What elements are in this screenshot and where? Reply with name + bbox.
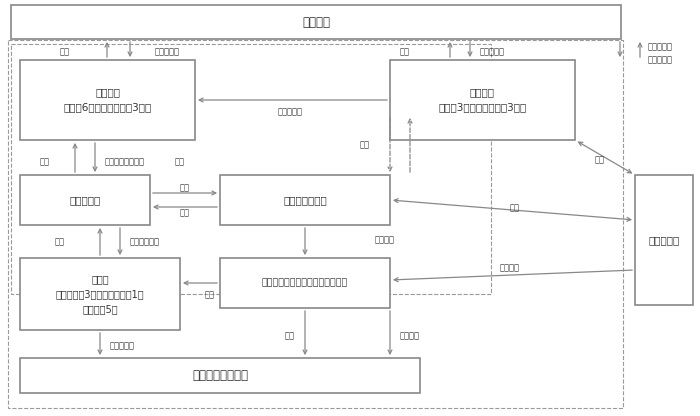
Text: 報告: 報告 bbox=[55, 238, 65, 247]
Text: 各事業部・子会社: 各事業部・子会社 bbox=[192, 369, 248, 382]
Text: 報告: 報告 bbox=[400, 47, 410, 57]
Text: 報告: 報告 bbox=[40, 158, 50, 166]
Text: 選任・解任: 選任・解任 bbox=[155, 47, 180, 57]
Text: 監査・監督: 監査・監督 bbox=[277, 107, 302, 116]
Text: 代表取締役: 代表取締役 bbox=[69, 195, 101, 205]
Text: 役員会
常勤取締役3名、常勤監査役1名
執行役員5名: 役員会 常勤取締役3名、常勤監査役1名 執行役員5名 bbox=[56, 274, 144, 314]
Bar bbox=[11, 44, 491, 294]
Text: 指示: 指示 bbox=[180, 183, 190, 193]
Bar bbox=[220, 258, 390, 308]
Bar bbox=[220, 175, 390, 225]
Text: 会計監査人: 会計監査人 bbox=[648, 235, 680, 245]
Text: 内部監査: 内部監査 bbox=[375, 235, 395, 245]
Text: 連携: 連携 bbox=[360, 141, 370, 149]
Text: 取締役会
取締役6名（社外取締役3名）: 取締役会 取締役6名（社外取締役3名） bbox=[64, 88, 152, 112]
Text: リスク・コンプライアンス委員会: リスク・コンプライアンス委員会 bbox=[262, 278, 348, 287]
Bar bbox=[390, 60, 575, 140]
Text: 指導・監督: 指導・監督 bbox=[110, 342, 135, 351]
Text: 指導: 指導 bbox=[285, 332, 295, 341]
Text: 監査役会
監査役3名（社外監査役3名）: 監査役会 監査役3名（社外監査役3名） bbox=[438, 88, 526, 112]
Bar bbox=[20, 175, 150, 225]
Text: 選任・解任: 選任・解任 bbox=[648, 55, 673, 64]
Bar bbox=[8, 40, 623, 408]
Text: 指示: 指示 bbox=[175, 158, 185, 166]
Text: 内部監査担当者: 内部監査担当者 bbox=[283, 195, 327, 205]
Bar bbox=[20, 258, 180, 330]
Text: 報告: 報告 bbox=[205, 290, 215, 300]
Text: 会計監査: 会計監査 bbox=[500, 263, 520, 272]
Text: 報告: 報告 bbox=[60, 47, 70, 57]
Bar bbox=[11, 5, 621, 39]
Bar bbox=[635, 175, 693, 305]
Bar bbox=[20, 60, 195, 140]
Text: 選任・解任: 選任・解任 bbox=[648, 42, 673, 52]
Text: 内部監査: 内部監査 bbox=[400, 332, 420, 341]
Bar bbox=[20, 358, 420, 393]
Text: 連携: 連携 bbox=[595, 156, 605, 164]
Text: 選任・解任: 選任・解任 bbox=[480, 47, 505, 57]
Text: 連携: 連携 bbox=[510, 203, 520, 213]
Text: 株主総会: 株主総会 bbox=[302, 15, 330, 29]
Text: 報告: 報告 bbox=[180, 208, 190, 218]
Text: 指示（諮問）: 指示（諮問） bbox=[130, 238, 160, 247]
Text: 選定・監督・解職: 選定・監督・解職 bbox=[105, 158, 145, 166]
